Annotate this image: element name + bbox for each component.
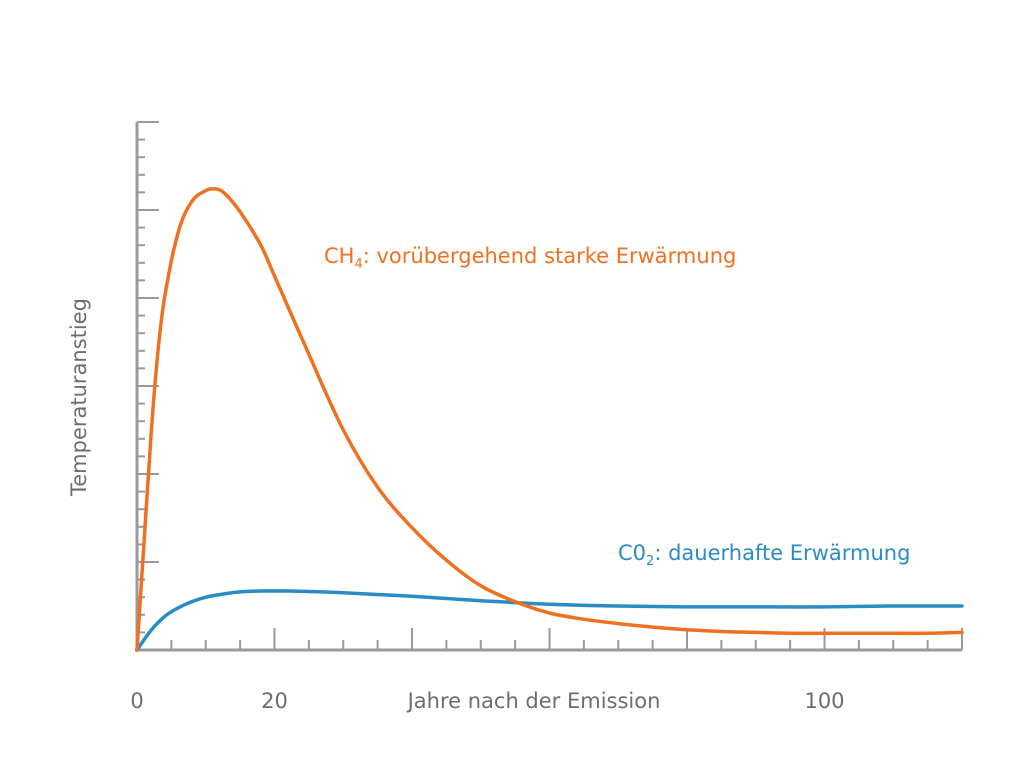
x-tick-label: 20 bbox=[261, 689, 288, 713]
x-tick-labels: 0 20 100 bbox=[130, 689, 844, 713]
axes bbox=[135, 121, 963, 652]
y-ticks bbox=[137, 121, 159, 634]
series-subscript: 2 bbox=[646, 554, 654, 569]
x-axis-label: Jahre nach der Emission bbox=[406, 689, 661, 713]
co2-series-line bbox=[135, 589, 964, 652]
series-name: CH bbox=[324, 244, 354, 268]
series-suffix: : vorübergehend starke Erwärmung bbox=[363, 244, 737, 268]
x-tick-label: 100 bbox=[804, 689, 844, 713]
ch4-series-line bbox=[135, 187, 964, 652]
x-tick-label: 0 bbox=[130, 689, 143, 713]
ch4-series-label: CH4: vorübergehend starke Erwärmung bbox=[324, 244, 736, 272]
series-layer bbox=[135, 187, 964, 652]
series-subscript: 4 bbox=[354, 257, 362, 272]
y-axis-label: Temperaturanstieg bbox=[67, 298, 91, 497]
series-suffix: : dauerhafte Erwärmung bbox=[654, 541, 910, 565]
co2-series-label: C02: dauerhafte Erwärmung bbox=[618, 541, 910, 569]
x-ticks bbox=[170, 628, 963, 650]
series-name: C0 bbox=[618, 541, 646, 565]
series-labels: CH4: vorübergehend starke ErwärmungC02: … bbox=[324, 244, 910, 569]
